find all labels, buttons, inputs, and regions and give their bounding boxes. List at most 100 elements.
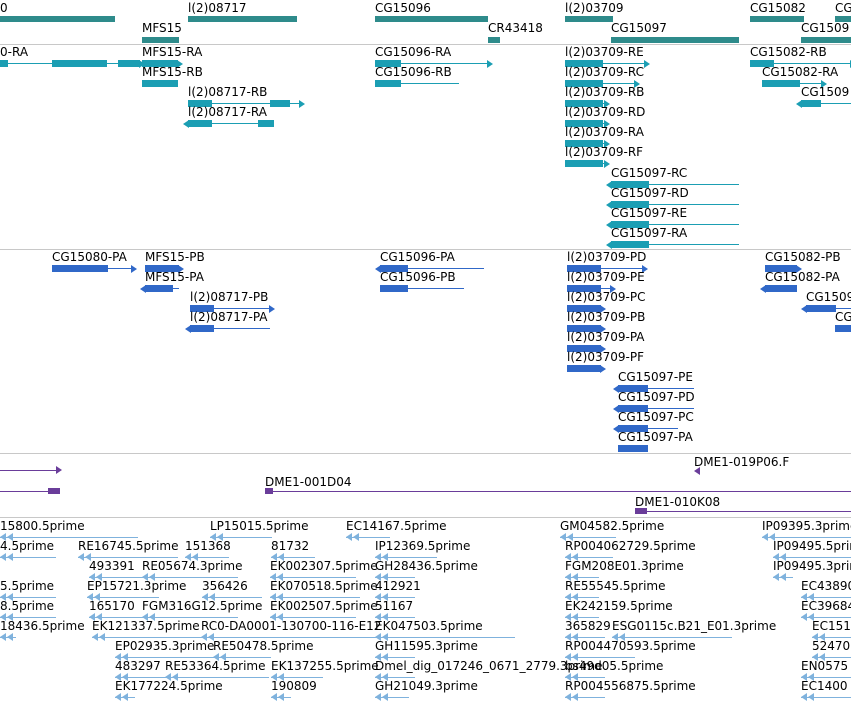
- est-label: EC39684: [801, 599, 851, 613]
- est-label: 5.5prime: [0, 579, 55, 593]
- gene-bar[interactable]: [611, 37, 739, 43]
- est-arrow: [382, 653, 388, 661]
- gene-bar[interactable]: [801, 37, 851, 43]
- transcript-exon[interactable]: [142, 60, 178, 67]
- transcript-exon[interactable]: [611, 201, 649, 208]
- transcript-exon[interactable]: [565, 120, 603, 127]
- est-arrow: [278, 553, 284, 561]
- gene-bar[interactable]: [565, 16, 613, 22]
- transcript-exon[interactable]: [0, 60, 8, 67]
- transcript-label: CG15082-RB: [750, 45, 827, 59]
- transcript-exon[interactable]: [145, 265, 179, 272]
- transcript-label: CG15097-RD: [611, 186, 689, 200]
- transcript-exon[interactable]: [835, 325, 851, 332]
- transcript-intron: [188, 103, 300, 104]
- clone-end[interactable]: [48, 488, 60, 494]
- est-arrow: [122, 653, 128, 661]
- est-line: [213, 657, 271, 658]
- transcript-exon[interactable]: [145, 285, 173, 292]
- gene-bar[interactable]: [488, 37, 500, 43]
- transcript-exon[interactable]: [762, 80, 800, 87]
- transcript-exon[interactable]: [190, 305, 214, 312]
- transcript-strand-arrow: [604, 159, 610, 168]
- gene-label: 0: [0, 1, 8, 15]
- transcript-exon[interactable]: [190, 325, 214, 332]
- clone-end[interactable]: [635, 508, 647, 514]
- transcript-label: l(2)03709-RB: [565, 85, 645, 99]
- transcript-exon[interactable]: [750, 60, 774, 67]
- transcript-exon[interactable]: [565, 80, 603, 87]
- est-line: [762, 537, 851, 538]
- transcript-exon[interactable]: [765, 285, 797, 292]
- transcript-exon[interactable]: [118, 60, 140, 67]
- transcript-exon[interactable]: [188, 120, 212, 127]
- est-line: [375, 697, 409, 698]
- transcript-intron: [618, 388, 694, 389]
- transcript-exon[interactable]: [618, 445, 648, 452]
- est-arrow: [192, 553, 198, 561]
- transcript-exon[interactable]: [806, 305, 836, 312]
- gene-bar[interactable]: [835, 16, 851, 22]
- est-line: [801, 597, 851, 598]
- transcript-label: CG15096-PB: [380, 270, 456, 284]
- track-separator: [0, 453, 851, 454]
- est-arrow: [565, 693, 571, 701]
- transcript-exon[interactable]: [567, 365, 601, 372]
- transcript-label: CG15097-PA: [618, 430, 693, 444]
- transcript-exon[interactable]: [375, 80, 401, 87]
- est-arrow: [346, 533, 352, 541]
- transcript-exon[interactable]: [567, 345, 601, 352]
- est-label: 18436.5prime: [0, 619, 85, 633]
- transcript-exon[interactable]: [567, 325, 601, 332]
- est-line: [565, 697, 605, 698]
- gene-bar[interactable]: [142, 37, 179, 43]
- est-arrow: [612, 633, 618, 641]
- est-arrow: [567, 533, 573, 541]
- transcript-strand-arrow: [178, 264, 184, 273]
- transcript-exon[interactable]: [618, 385, 648, 392]
- transcript-exon[interactable]: [618, 425, 648, 432]
- est-label: Dmel_dig_017246_0671_2779.3prime: [375, 659, 603, 673]
- transcript-exon[interactable]: [565, 140, 603, 147]
- est-arrow: [142, 613, 148, 621]
- clone-end[interactable]: [265, 488, 273, 494]
- transcript-exon[interactable]: [188, 100, 212, 107]
- est-line: [565, 637, 605, 638]
- transcript-exon[interactable]: [52, 60, 107, 67]
- est-line: [270, 577, 356, 578]
- est-arrow: [7, 633, 13, 641]
- transcript-exon[interactable]: [52, 265, 108, 272]
- transcript-exon[interactable]: [565, 60, 603, 67]
- transcript-exon[interactable]: [611, 221, 649, 228]
- gene-bar[interactable]: [0, 16, 115, 22]
- transcript-exon[interactable]: [567, 265, 601, 272]
- est-arrow: [819, 653, 825, 661]
- transcript-exon[interactable]: [380, 285, 408, 292]
- gene-bar[interactable]: [375, 16, 488, 22]
- transcript-strand-arrow: [821, 79, 827, 88]
- transcript-exon[interactable]: [375, 60, 401, 67]
- transcript-label: l(2)03709-RD: [565, 105, 646, 119]
- transcript-exon[interactable]: [270, 100, 290, 107]
- transcript-exon[interactable]: [565, 100, 603, 107]
- transcript-exon[interactable]: [567, 285, 601, 292]
- transcript-exon[interactable]: [567, 305, 601, 312]
- transcript-strand-arrow: [613, 404, 619, 413]
- transcript-exon[interactable]: [801, 100, 821, 107]
- gene-bar[interactable]: [750, 16, 804, 22]
- gene-bar[interactable]: [188, 16, 297, 22]
- transcript-exon[interactable]: [765, 265, 797, 272]
- est-line: [0, 557, 56, 558]
- transcript-exon[interactable]: [611, 181, 649, 188]
- transcript-exon[interactable]: [565, 160, 603, 167]
- transcript-exon[interactable]: [380, 265, 408, 272]
- transcript-exon[interactable]: [142, 80, 178, 87]
- transcript-exon[interactable]: [618, 405, 648, 412]
- transcript-strand-arrow: [642, 264, 648, 273]
- transcript-exon[interactable]: [611, 241, 649, 248]
- est-label: 151368: [185, 539, 231, 553]
- est-label: GH28436.5prime: [375, 559, 478, 573]
- transcript-strand-arrow: [600, 344, 606, 353]
- transcript-exon[interactable]: [258, 120, 274, 127]
- transcript-label: CG1509: [801, 85, 850, 99]
